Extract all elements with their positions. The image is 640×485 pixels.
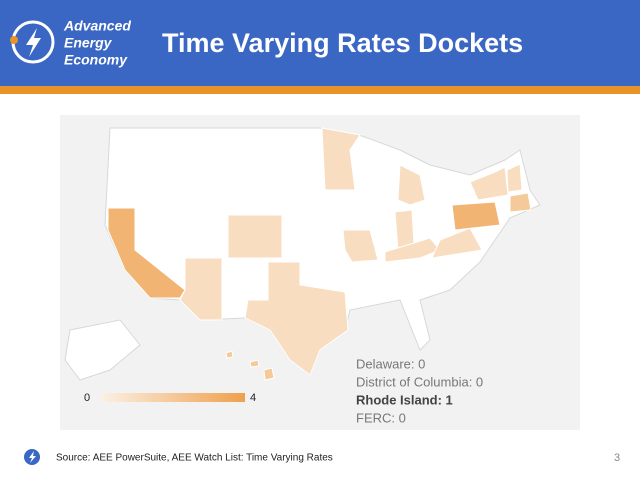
region [469, 166, 509, 201]
region [179, 257, 223, 321]
header-band [0, 0, 640, 86]
footer-logo-bolt [29, 451, 36, 463]
region [227, 214, 283, 259]
notes: Delaware: 0 District of Columbia: 0 Rhode … [356, 356, 483, 425]
logo-bolt [26, 28, 41, 57]
region [506, 163, 523, 193]
logo-text: Energy [64, 35, 113, 51]
legend-bar [100, 393, 245, 402]
regions [107, 127, 532, 381]
region [509, 192, 532, 213]
source: Source: AEE PowerSuite, AEE Watch List: … [56, 453, 333, 464]
region [225, 350, 234, 359]
region [244, 261, 349, 376]
note: Rhode Island: 1 [356, 392, 453, 407]
alaska-outline [64, 319, 141, 381]
footer-logo [24, 449, 40, 465]
legend-min: 0 [84, 392, 90, 404]
region [321, 127, 361, 191]
region [451, 201, 501, 231]
page-number: 3 [614, 452, 620, 464]
logo [10, 20, 55, 64]
header-stripe [0, 86, 640, 94]
note: Delaware: 0 [356, 356, 425, 371]
note: District of Columbia: 0 [356, 374, 483, 389]
region [107, 207, 186, 299]
note: FERC: 0 [356, 410, 406, 425]
region [342, 229, 379, 263]
region [384, 237, 441, 263]
region [431, 227, 483, 259]
logo-text: Economy [64, 52, 128, 68]
legend-max: 4 [250, 392, 256, 404]
region [263, 367, 275, 381]
region [249, 359, 260, 368]
slide-title: Time Varying Rates Dockets [162, 28, 523, 58]
logo-dot [10, 36, 18, 44]
region [397, 164, 426, 206]
logo-text: Advanced [63, 18, 131, 34]
